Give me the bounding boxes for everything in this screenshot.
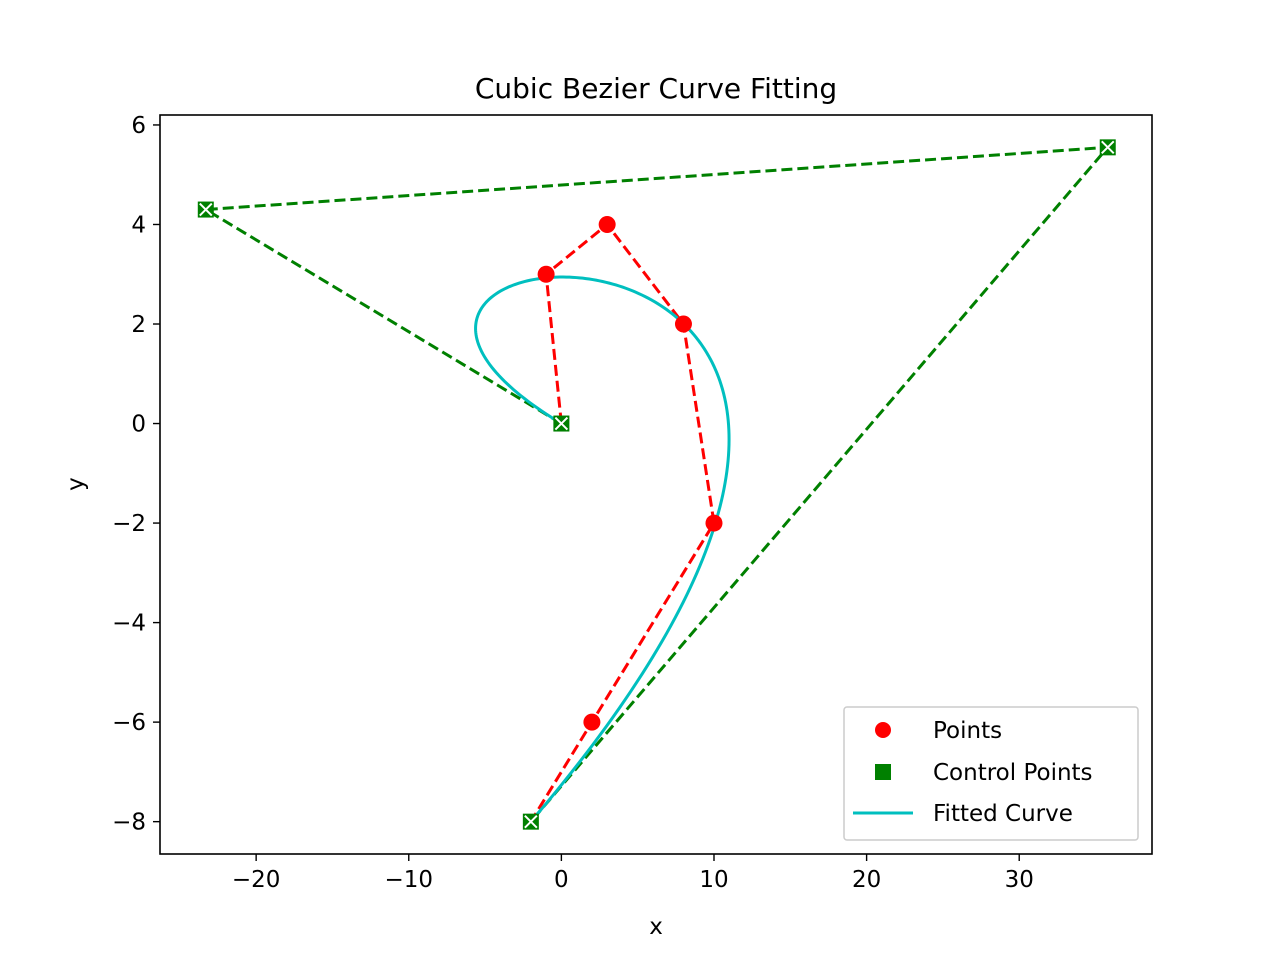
control-point-x — [1101, 140, 1115, 155]
x-axis-label: x — [649, 914, 663, 940]
point-marker — [674, 315, 692, 333]
point-marker — [598, 215, 616, 233]
control-point-marker — [522, 813, 539, 830]
y-tick-label: 2 — [131, 312, 146, 338]
y-tick-label: −6 — [112, 710, 146, 736]
y-tick-label: −8 — [112, 810, 146, 836]
control-points-line — [200, 145, 1112, 823]
x-axis: −20 −10 0 10 20 30 — [232, 854, 1034, 893]
chart-title: Cubic Bezier Curve Fitting — [475, 72, 837, 105]
legend-control-points-label: Control Points — [933, 760, 1093, 786]
y-tick-label: 6 — [131, 113, 146, 139]
y-axis: −8 −6 −4 −2 0 2 4 6 — [112, 113, 160, 836]
control-point-marker — [197, 201, 214, 218]
x-tick-label: 10 — [699, 867, 728, 893]
plot-area — [197, 139, 1116, 830]
y-tick-label: −4 — [112, 611, 146, 637]
control-point-marker — [1099, 139, 1116, 156]
legend-points-marker — [875, 722, 891, 738]
fitted-curve-line — [474, 275, 731, 823]
legend-control-points-marker — [875, 764, 891, 780]
x-tick-label: −20 — [232, 867, 281, 893]
x-tick-label: −10 — [384, 867, 433, 893]
y-tick-label: 0 — [131, 412, 146, 438]
y-tick-label: 4 — [131, 212, 146, 238]
control-point-x — [554, 416, 569, 431]
plot-frame — [159, 114, 1153, 855]
y-axis-label: y — [63, 477, 89, 491]
legend-points-label: Points — [933, 718, 1002, 744]
x-tick-label: 0 — [554, 867, 569, 893]
x-tick-label: 30 — [1005, 867, 1034, 893]
point-marker — [705, 514, 723, 532]
point-marker — [583, 713, 601, 731]
point-marker — [537, 265, 555, 283]
control-point-x — [524, 814, 538, 829]
points-line — [529, 222, 716, 823]
y-tick-label: −2 — [112, 511, 146, 537]
legend: Points Control Points Fitted Curve — [843, 706, 1139, 841]
legend-box — [843, 706, 1139, 841]
x-tick-label: 20 — [852, 867, 881, 893]
control-point-marker — [553, 415, 570, 432]
legend-fitted-curve-label: Fitted Curve — [933, 801, 1073, 827]
control-point-x — [199, 202, 213, 217]
